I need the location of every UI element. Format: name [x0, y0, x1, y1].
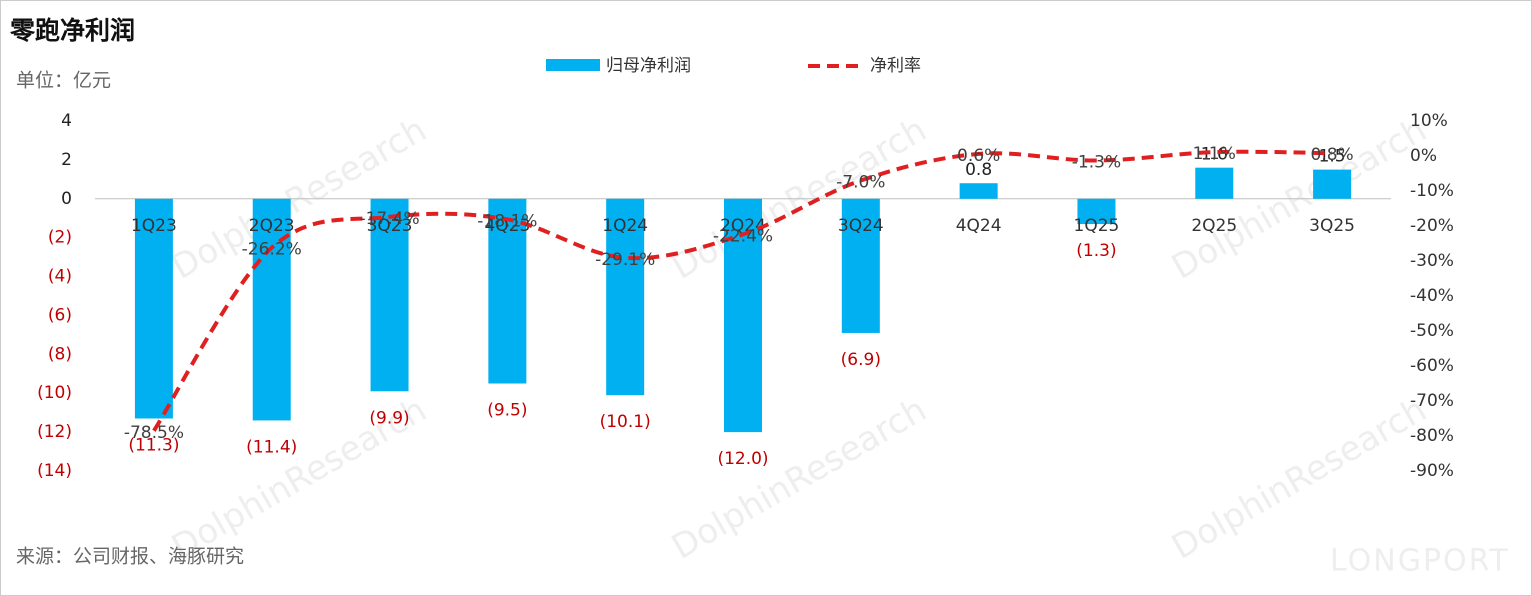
line-value-label: -26.2%	[242, 240, 302, 260]
bar-value-label: (11.3)	[128, 436, 179, 456]
y2-tick-label: -80%	[1410, 426, 1454, 446]
y-tick-label: 0	[61, 189, 72, 209]
y-tick-label: (14)	[37, 461, 72, 481]
bar-value-label: (12.0)	[717, 449, 768, 469]
y2-tick-label: -40%	[1410, 286, 1454, 306]
line-value-label: 0.6%	[957, 146, 1000, 166]
bar	[1313, 169, 1352, 199]
brand: LONGPORT	[1330, 544, 1510, 579]
bar-value-label: (6.9)	[841, 350, 881, 370]
y2-tick-label: -60%	[1410, 356, 1454, 376]
y-tick-label: (12)	[37, 422, 72, 442]
bar-value-label: 1.5	[1319, 147, 1346, 167]
x-tick-label: 3Q25	[1309, 216, 1355, 236]
bar-value-label: 0.8	[965, 160, 992, 180]
y-tick-label: (10)	[37, 383, 72, 403]
bar	[488, 198, 527, 384]
bar	[841, 198, 880, 333]
bar-value-label: (1.3)	[1076, 241, 1116, 261]
y-tick-label: (2)	[48, 228, 72, 248]
bar	[1195, 167, 1234, 199]
bar	[370, 198, 409, 392]
y2-tick-label: 0%	[1410, 146, 1437, 166]
y2-tick-label: -70%	[1410, 391, 1454, 411]
y-tick-label: (6)	[48, 305, 72, 325]
bar-value-label: (9.5)	[487, 401, 527, 421]
x-tick-label: 2Q25	[1191, 216, 1237, 236]
line-value-label: -29.1%	[595, 250, 655, 270]
x-tick-label: 1Q24	[602, 216, 648, 236]
x-tick-label: 4Q23	[484, 216, 530, 236]
bar-value-label: (10.1)	[600, 412, 651, 432]
y-tick-label: 2	[61, 150, 72, 170]
margin-line	[152, 149, 1333, 432]
x-tick-label: 2Q24	[720, 216, 766, 236]
y2-tick-label: -50%	[1410, 321, 1454, 341]
bar-value-label: (11.4)	[246, 437, 297, 457]
line-value-label: -7.0%	[836, 173, 885, 193]
y2-tick-label: 10%	[1410, 111, 1448, 131]
chart-title: 零跑净利润	[9, 16, 135, 45]
line-value-label: 0.8%	[1310, 145, 1353, 165]
y-tick-label: (4)	[48, 267, 72, 287]
y2-tick-label: -10%	[1410, 181, 1454, 201]
x-tick-label: 3Q24	[838, 216, 884, 236]
y-tick-label: (8)	[48, 344, 72, 364]
line-value-label: -22.4%	[713, 226, 773, 246]
x-tick-label: 1Q23	[131, 216, 177, 236]
source: 来源：公司财报、海豚研究	[16, 546, 244, 568]
y2-tick-label: -90%	[1410, 461, 1454, 481]
bar-value-label: 1.6	[1201, 145, 1228, 165]
x-tick-label: 1Q25	[1074, 216, 1120, 236]
line-value-label: -1.3%	[1072, 153, 1121, 173]
y2-tick-label: -30%	[1410, 251, 1454, 271]
line-value-label: 1.1%	[1193, 144, 1236, 164]
line-value-label: -78.5%	[124, 423, 184, 443]
legend-label: 归母净利润	[606, 56, 691, 76]
bar	[606, 198, 645, 396]
bar-value-label: (9.9)	[369, 408, 409, 428]
bar	[1077, 198, 1116, 225]
line-value-label: -18.1%	[477, 211, 537, 231]
legend-swatch-bar	[546, 59, 600, 71]
unit-label: 单位：亿元	[16, 70, 111, 92]
bar	[134, 198, 173, 419]
legend-label: 净利率	[870, 56, 921, 76]
x-tick-label: 3Q23	[367, 216, 413, 236]
x-tick-label: 2Q23	[249, 216, 295, 236]
y2-tick-label: -20%	[1410, 216, 1454, 236]
bar	[959, 183, 998, 199]
x-tick-label: 4Q24	[956, 216, 1002, 236]
y-tick-label: 4	[61, 111, 72, 131]
line-value-label: -17.4%	[359, 209, 419, 229]
